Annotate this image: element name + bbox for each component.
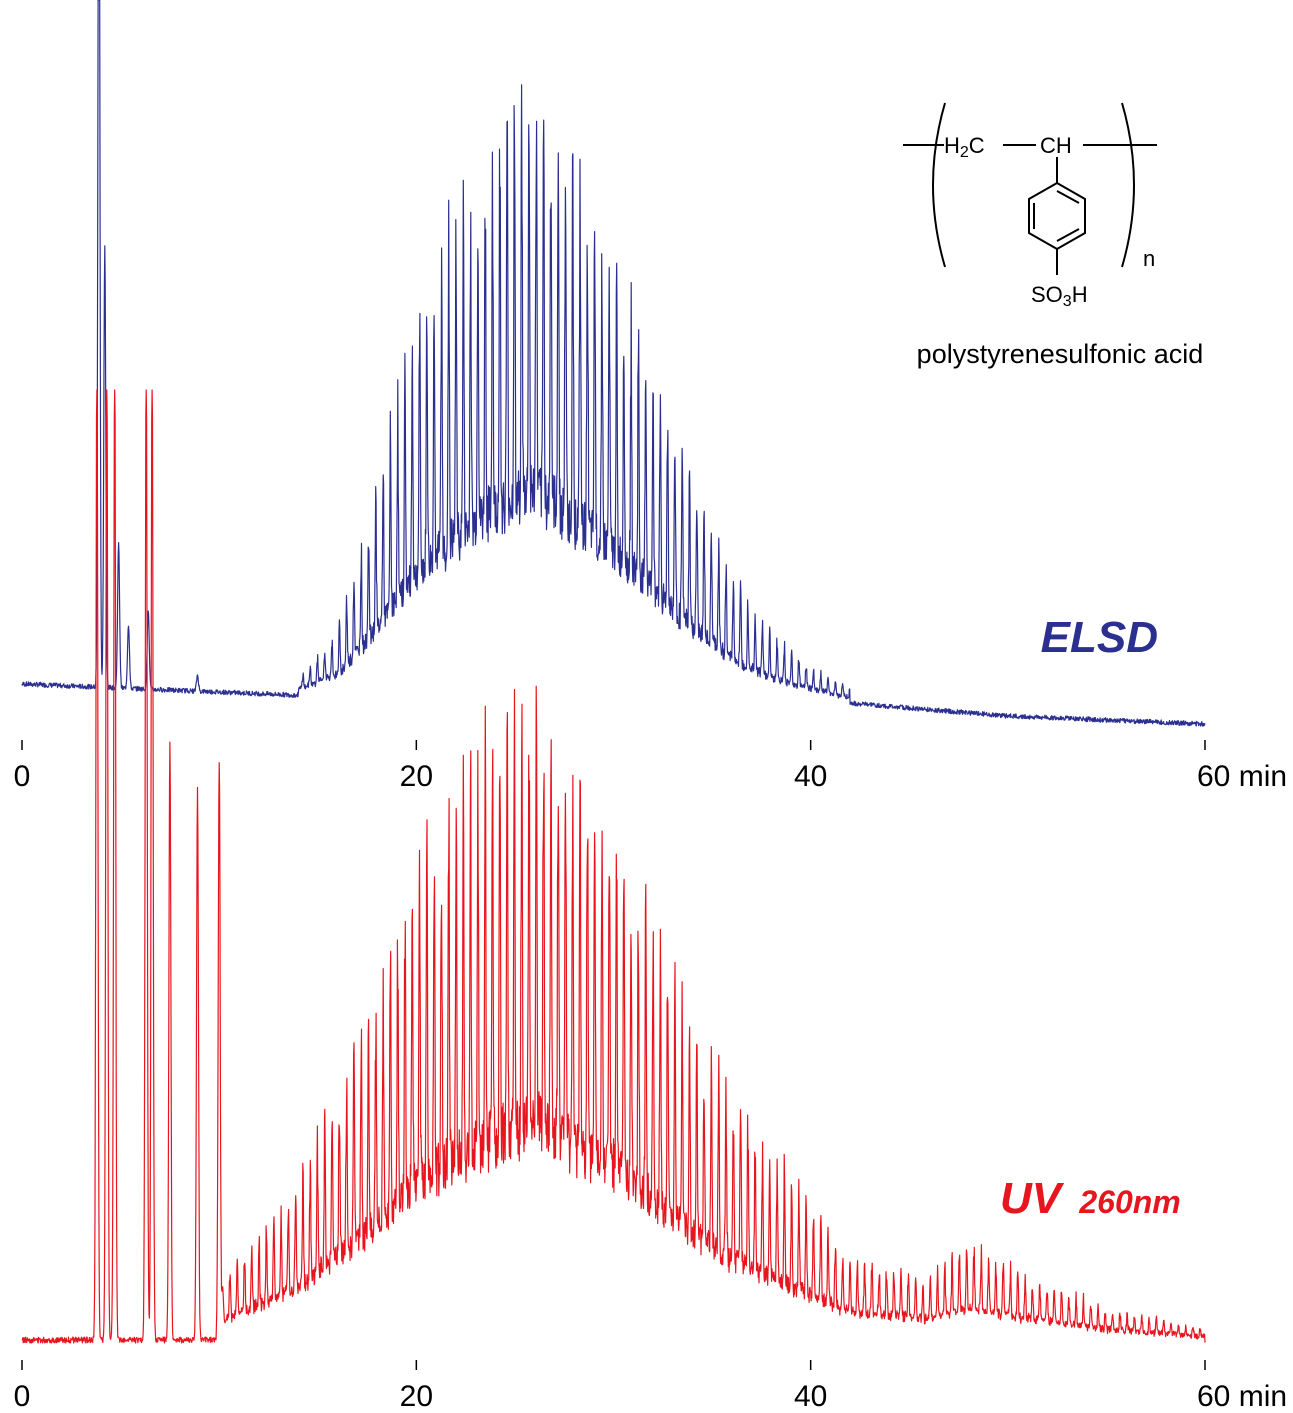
x-tick-label: 0: [14, 1380, 31, 1413]
x-tick-label: 60 min: [1197, 760, 1287, 793]
structure-so3h: SO3H: [1031, 282, 1088, 310]
x-tick-label: 40: [794, 760, 827, 793]
x-tick-label: 20: [400, 760, 433, 793]
elsd-trace: [21, 0, 1206, 727]
x-tick-label: 60 min: [1197, 1380, 1287, 1413]
uv-panel: 0 20 40 60 min UV 260nm: [14, 389, 1287, 1413]
uv-260nm-trace: [21, 389, 1206, 1344]
structure-caption: polystyrenesulfonic acid: [917, 339, 1204, 369]
elsd-label: ELSD: [1041, 613, 1158, 662]
uv-label-wavelength: 260nm: [1078, 1184, 1180, 1220]
x-tick-label: 0: [14, 760, 31, 793]
uv-label-main: UV: [1000, 1174, 1065, 1223]
x-tick-label: 20: [400, 1380, 433, 1413]
x-tick-label: 40: [794, 1380, 827, 1413]
elsd-panel: 0 20 40 60 min ELSD: [14, 0, 1287, 793]
elsd-time-axis: 0 20 40 60 min: [14, 740, 1287, 793]
uv-label: UV 260nm: [1000, 1174, 1181, 1223]
polystyrenesulfonic-acid-structure: H2C CH n SO3H polystyrenesulfonic acid: [903, 102, 1204, 369]
structure-ch: CH: [1040, 133, 1072, 158]
structure-repeat-n: n: [1143, 246, 1155, 271]
uv-time-axis: 0 20 40 60 min: [14, 1360, 1287, 1413]
structure-h2c: H2C: [944, 133, 985, 161]
